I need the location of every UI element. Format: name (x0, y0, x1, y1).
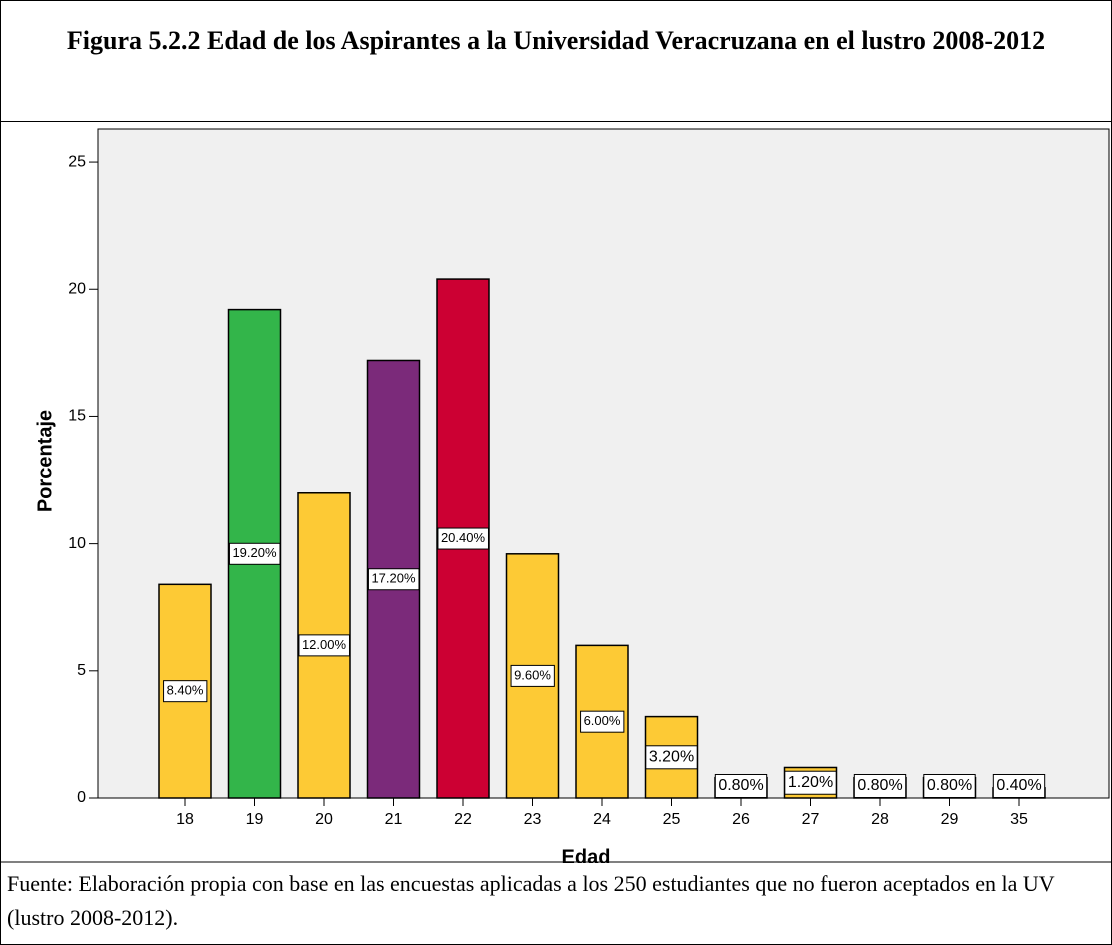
value-label: 0.40% (996, 777, 1041, 794)
value-label-box (437, 527, 489, 550)
x-axis-label: Edad (562, 846, 611, 863)
value-label: 3.20% (649, 749, 694, 766)
y-tick-label: 20 (68, 280, 86, 297)
x-tick-label: 21 (385, 811, 403, 828)
x-tick-label: 23 (524, 811, 542, 828)
value-label: 17.20% (371, 571, 416, 586)
y-tick-label: 15 (68, 408, 86, 425)
y-axis-label: Porcentaje (34, 410, 56, 512)
value-label: 12.00% (302, 637, 347, 652)
y-tick-label: 10 (68, 535, 86, 552)
source-note: Fuente: Elaboración propia con base en l… (7, 871, 1055, 930)
x-tick-label: 18 (176, 811, 194, 828)
chart-title: Figura 5.2.2 Edad de los Aspirantes a la… (1, 1, 1111, 122)
value-label-box (228, 542, 281, 565)
value-label: 0.80% (718, 777, 763, 794)
x-tick-label: 19 (246, 811, 264, 828)
x-tick-label: 29 (941, 811, 959, 828)
value-label-box (367, 568, 420, 591)
value-label: 1.20% (788, 774, 833, 791)
x-tick-label: 26 (732, 811, 750, 828)
value-label: 6.00% (584, 713, 621, 728)
value-label: 19.20% (232, 545, 277, 560)
y-tick-label: 0 (77, 789, 86, 806)
value-label-box (580, 710, 625, 733)
x-tick-label: 28 (871, 811, 889, 828)
x-tick-label: 20 (315, 811, 333, 828)
value-label: 8.40% (167, 683, 204, 698)
value-label: 20.40% (441, 530, 486, 545)
x-tick-label: 22 (454, 811, 472, 828)
y-tick-label: 25 (68, 153, 86, 170)
value-label: 9.60% (514, 667, 551, 682)
value-label: 0.80% (927, 777, 972, 794)
y-tick-label: 5 (77, 662, 86, 679)
value-label-box (298, 634, 350, 657)
value-label: 0.80% (857, 777, 902, 794)
value-label-box (784, 770, 837, 795)
x-tick-label: 35 (1010, 811, 1028, 828)
chart: Edad Porcentaje 0 5 10 15 20 25 18 8.40% 19 19.20… (1, 128, 1111, 863)
value-label-box (163, 680, 208, 703)
x-tick-label: 27 (802, 811, 820, 828)
x-tick-label: 25 (663, 811, 681, 828)
value-label-box (510, 664, 555, 687)
value-label-box (645, 745, 698, 770)
x-tick-label: 24 (593, 811, 611, 828)
